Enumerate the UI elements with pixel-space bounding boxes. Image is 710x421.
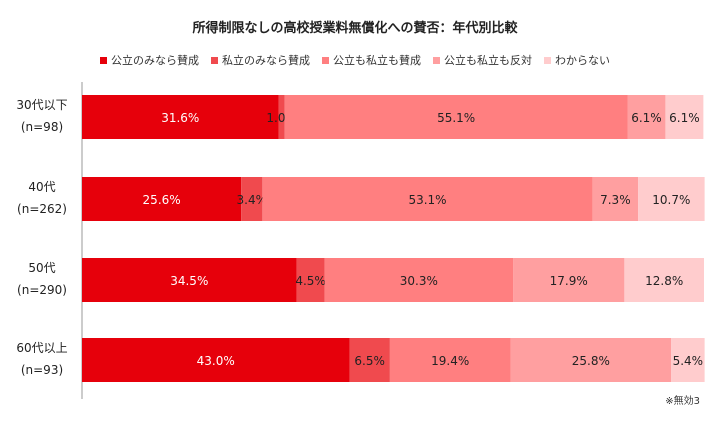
bar-segment <box>349 338 390 382</box>
category-label: 40代 <box>28 180 55 194</box>
category-sample-size: (n=93) <box>21 363 63 377</box>
bar-segment <box>284 95 628 139</box>
chart-legend: 公立のみなら賛成 私立のみなら賛成 公立も私立も賛成 公立も私立も反対 わからない <box>0 52 710 68</box>
data-label: 7.3% <box>600 193 631 207</box>
data-label: 55.1% <box>437 111 475 125</box>
data-label: 12.8% <box>645 274 683 288</box>
legend-label: 公立も私立も反対 <box>444 54 532 67</box>
legend-label: 公立も私立も賛成 <box>333 54 421 67</box>
data-label: 34.5% <box>170 274 208 288</box>
data-label: 6.1% <box>631 111 662 125</box>
category-sample-size: (n=290) <box>17 283 67 297</box>
data-label: 53.1% <box>408 193 446 207</box>
data-label: 25.8% <box>572 354 610 368</box>
bar-segment <box>624 258 704 302</box>
bar-segment <box>241 177 263 221</box>
bar-segment <box>665 95 704 139</box>
legend-label: 私立のみなら賛成 <box>222 54 310 67</box>
data-label: 4.5% <box>295 274 326 288</box>
bar-segment <box>627 95 666 139</box>
footnote: ※無効3 <box>665 396 700 407</box>
data-label: 19.4% <box>431 354 469 368</box>
legend-swatch <box>100 56 107 64</box>
bar-segment <box>82 177 242 221</box>
bar-segment <box>389 338 511 382</box>
bar-segment <box>671 338 705 382</box>
category-label: 60代以上 <box>16 341 67 355</box>
legend-item: 公立のみなら賛成 <box>100 52 199 68</box>
legend-item: 私立のみなら賛成 <box>211 52 310 68</box>
category-sample-size: (n=262) <box>17 202 67 216</box>
data-label: 31.6% <box>161 111 199 125</box>
bar-segment <box>510 338 672 382</box>
bar-segment <box>278 95 285 139</box>
bar-segment <box>82 95 279 139</box>
legend-swatch <box>211 56 218 64</box>
bar-segment <box>324 258 514 302</box>
bar-segment <box>513 258 625 302</box>
category-sample-size: (n=98) <box>21 120 63 134</box>
category-label: 50代 <box>28 261 55 275</box>
legend-item: 公立も私立も賛成 <box>322 52 421 68</box>
data-label: 3.4% <box>237 193 268 207</box>
data-label: 17.9% <box>550 274 588 288</box>
legend-swatch <box>322 56 329 64</box>
legend-swatch <box>544 56 551 64</box>
legend-swatch <box>433 56 440 64</box>
bar-segment <box>592 177 639 221</box>
data-label: 6.5% <box>354 354 385 368</box>
chart-title: 所得制限なしの高校授業料無償化への賛否：年代別比較 <box>192 21 518 36</box>
data-label: 43.0% <box>197 354 235 368</box>
bar-segment <box>296 258 325 302</box>
bar-segment <box>82 258 297 302</box>
data-label: 30.3% <box>400 274 438 288</box>
legend-item: 公立も私立も反対 <box>433 52 532 68</box>
bar-segment <box>638 177 705 221</box>
data-label: 6.1% <box>669 111 700 125</box>
data-label: 25.6% <box>143 193 181 207</box>
legend-label: 公立のみなら賛成 <box>111 54 199 67</box>
data-label: 5.4% <box>673 354 704 368</box>
bar-segment <box>82 338 350 382</box>
category-label: 30代以下 <box>16 98 67 112</box>
legend-label: わからない <box>555 54 610 67</box>
legend-item: わからない <box>544 52 610 68</box>
bar-segment <box>262 177 593 221</box>
data-label: 10.7% <box>652 193 690 207</box>
